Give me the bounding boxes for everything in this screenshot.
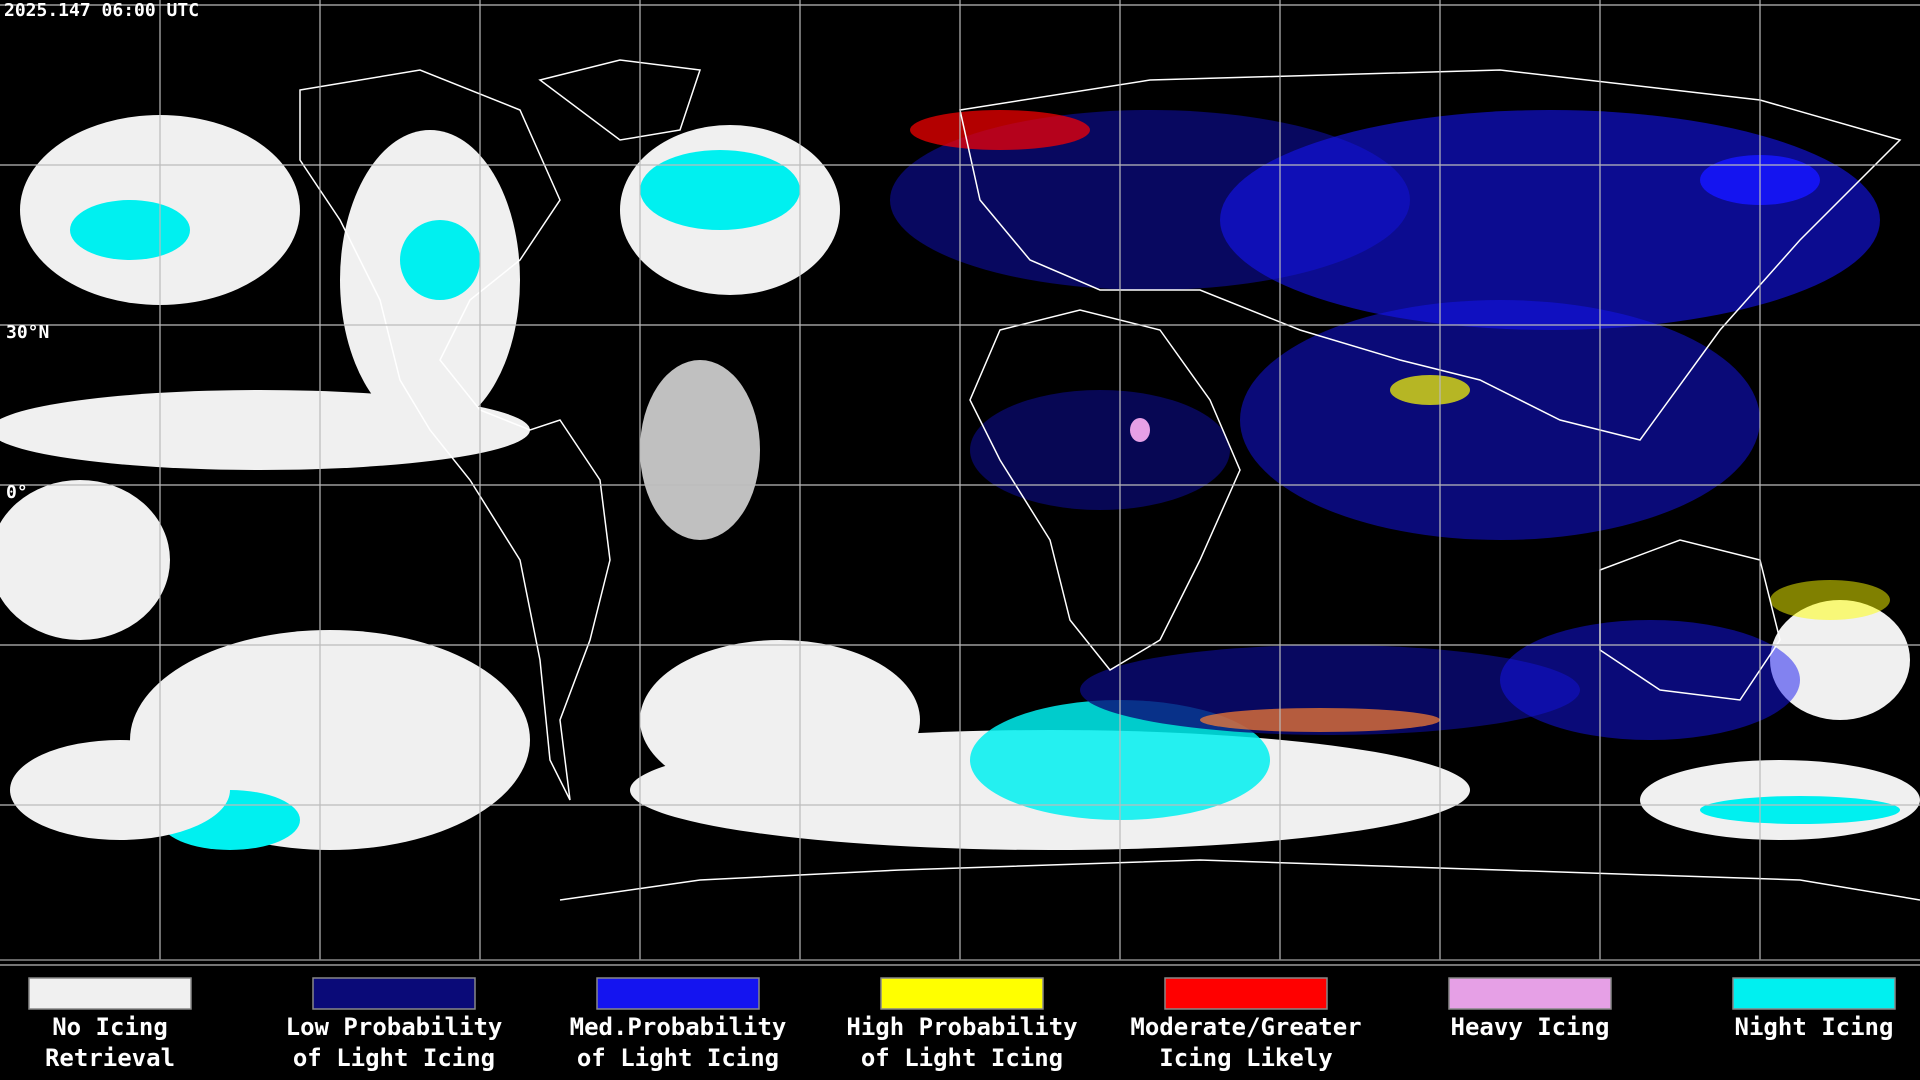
coastline [559,859,1920,901]
legend-label: Icing Likely [1159,1044,1332,1072]
legend-swatch [1164,977,1328,1010]
coastlines [299,59,1920,901]
night-icing-area [640,150,800,230]
icing-area [910,110,1090,150]
legend-label: No Icing [52,1013,168,1041]
icing-area [1130,418,1150,442]
night-icing-area [400,220,480,300]
legend-label: Med.Probability [570,1013,787,1041]
night-icing-area [1700,796,1900,824]
night-icing-area [70,200,190,260]
coastline [959,69,1902,441]
icing-area [1500,620,1800,740]
cloud-field [0,480,170,640]
icing-area [1080,645,1580,735]
legend-label: Night Icing [1735,1013,1894,1041]
legend-label: of Light Icing [577,1044,779,1072]
legend-swatch [1732,977,1896,1010]
legend: No Icing Retrieval Low Probability of Light… [0,959,1920,1072]
legend-label: Moderate/Greater [1130,1013,1361,1041]
coastline [969,309,1241,671]
legend-label: of Light Icing [861,1044,1063,1072]
legend-swatch [28,977,192,1010]
icing-area [1240,300,1760,540]
icing-area [1220,110,1880,330]
satellite-imagery [0,110,1920,850]
icing-area [970,390,1230,510]
timestamp: 2025.147 06:00 UTC [4,0,199,21]
lat-label: 30°N [6,322,49,343]
cloud-field [10,740,230,840]
icing-area [1390,375,1470,405]
legend-swatch [596,977,760,1010]
icing-area [1770,580,1890,620]
lat-label: 0° [6,482,28,503]
legend-swatch [1448,977,1612,1010]
coastline [299,69,611,801]
legend-swatch [880,977,1044,1010]
graticule [0,0,1920,966]
legend-label: Low Probability [286,1013,503,1041]
coastline [538,59,702,141]
legend-swatch [312,977,476,1010]
cloud-field [0,390,530,470]
cloud-field [640,360,760,540]
legend-label: of Light Icing [293,1044,495,1072]
legend-label: Retrieval [45,1044,175,1072]
cloud-field [1770,600,1910,720]
legend-label: High Probability [846,1013,1077,1041]
legend-label: Heavy Icing [1451,1013,1610,1041]
icing-area [1200,708,1440,732]
